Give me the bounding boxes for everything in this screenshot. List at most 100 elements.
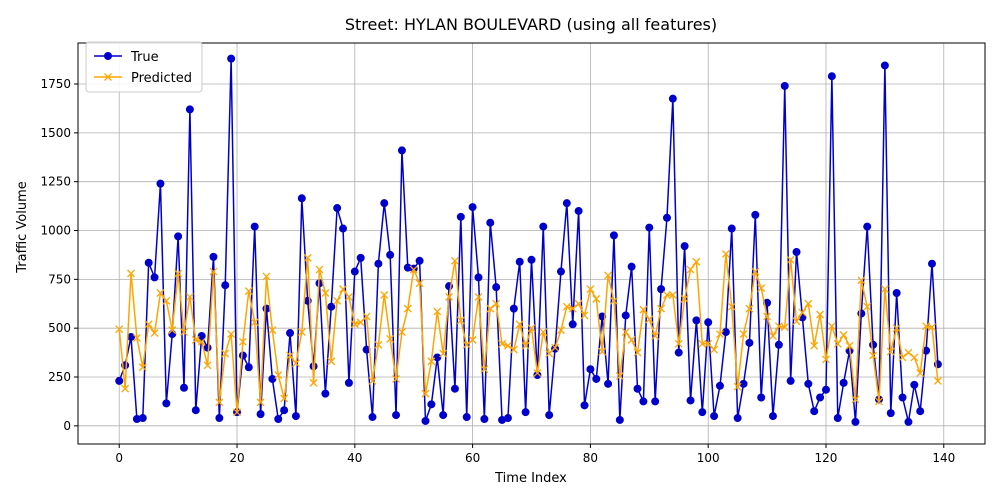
true-point <box>174 232 183 241</box>
predicted-point <box>321 289 330 297</box>
predicted-point <box>421 389 430 398</box>
true-point <box>751 210 760 219</box>
true-point <box>768 412 777 421</box>
true-point <box>916 407 925 416</box>
legend-predicted-label: Predicted <box>131 71 192 86</box>
legend-true-marker <box>104 52 112 60</box>
true-point <box>215 414 224 423</box>
predicted-point <box>380 291 389 299</box>
true-point <box>839 378 848 387</box>
predicted-point <box>798 308 807 317</box>
predicted-point <box>156 289 165 297</box>
predicted-point <box>892 324 901 333</box>
predicted-point <box>327 357 336 366</box>
true-point <box>350 267 359 276</box>
true-point <box>592 374 601 383</box>
predicted-point <box>875 397 883 406</box>
true-point <box>545 411 554 420</box>
predicted-point <box>433 307 442 316</box>
predicted-point <box>810 341 819 350</box>
true-point <box>810 407 819 416</box>
predicted-point <box>739 330 748 338</box>
true-point <box>704 318 713 327</box>
predicted-point <box>144 320 153 329</box>
true-point <box>804 379 813 388</box>
predicted-point <box>857 276 866 285</box>
true-point <box>274 415 283 423</box>
true-point <box>674 348 683 357</box>
predicted-point <box>568 304 577 313</box>
true-point <box>639 397 648 406</box>
legend-true-label: True <box>130 50 159 65</box>
true-point <box>191 406 200 415</box>
predicted-point <box>132 333 141 342</box>
predicted-point <box>904 348 913 357</box>
true-point <box>356 253 365 262</box>
y-tick-label: 1750 <box>40 77 71 91</box>
predicted-point <box>704 339 713 348</box>
true-point <box>474 273 483 282</box>
predicted-point <box>456 316 465 325</box>
x-tick-label: 120 <box>815 451 838 465</box>
true-point <box>786 376 795 385</box>
predicted-point <box>668 291 677 299</box>
true-point <box>374 259 383 268</box>
predicted-point <box>315 265 324 274</box>
predicted-point <box>286 351 294 360</box>
predicted-point <box>180 328 188 337</box>
true-point <box>792 248 801 256</box>
predicted-point <box>409 265 418 274</box>
predicted-point <box>227 330 236 338</box>
x-tick-label: 100 <box>697 451 720 465</box>
predicted-point <box>427 357 436 366</box>
predicted-point <box>639 305 648 314</box>
predicted-point <box>344 292 353 301</box>
predicted-point <box>733 382 742 391</box>
predicted-point <box>727 302 736 311</box>
true-series <box>115 54 942 426</box>
predicted-point <box>350 320 359 329</box>
true-point <box>291 412 300 421</box>
predicted-point <box>545 349 554 358</box>
predicted-point <box>674 339 683 348</box>
true-point <box>904 417 913 426</box>
true-point <box>851 417 860 426</box>
predicted-point <box>757 284 766 293</box>
true-point <box>515 257 524 266</box>
predicted-point <box>615 372 624 380</box>
true-point <box>150 273 159 282</box>
true-point <box>645 223 654 232</box>
predicted-point <box>468 335 477 344</box>
legend: True Predicted <box>85 41 203 93</box>
true-point <box>368 413 377 422</box>
true-point <box>397 146 406 155</box>
true-point <box>286 329 295 338</box>
true-point <box>580 401 589 410</box>
predicted-point <box>845 341 854 350</box>
predicted-point <box>745 304 754 313</box>
predicted-point <box>657 304 666 313</box>
true-point <box>238 351 247 360</box>
true-point <box>439 411 448 420</box>
true-point <box>574 206 583 215</box>
true-point <box>339 224 348 233</box>
series-group <box>115 54 942 426</box>
predicted-point <box>604 271 613 280</box>
true-point <box>503 414 512 423</box>
predicted-point <box>562 302 571 311</box>
true-point <box>115 376 124 385</box>
true-point <box>450 384 459 393</box>
predicted-point <box>462 340 471 349</box>
true-point <box>156 179 165 188</box>
predicted-point <box>769 332 777 340</box>
predicted-point <box>792 317 801 326</box>
true-point <box>162 399 171 408</box>
true-point <box>757 393 766 402</box>
predicted-point <box>274 371 283 380</box>
true-point <box>380 199 389 208</box>
predicted-point <box>833 339 842 348</box>
true-point <box>698 408 707 417</box>
true-point <box>821 385 830 394</box>
